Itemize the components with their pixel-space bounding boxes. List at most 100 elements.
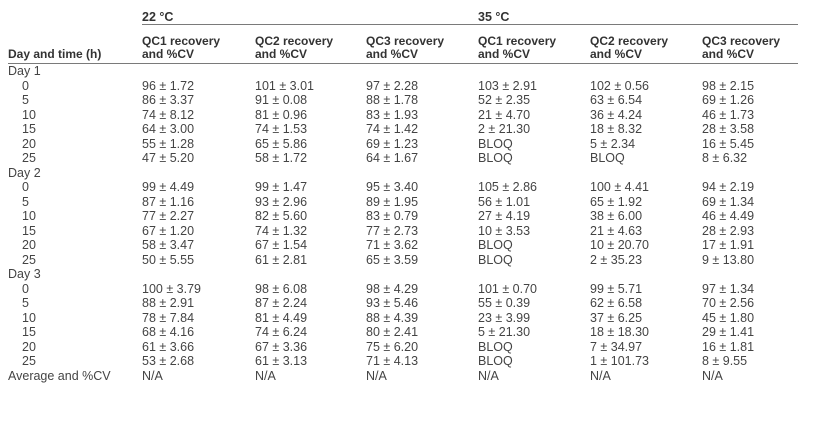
recovery-value-cell: 97 ± 1.34 xyxy=(702,281,755,296)
day-label: Day 3 xyxy=(8,267,41,281)
recovery-value-cell: 105 ± 2.86 xyxy=(478,180,537,194)
table-row: 10 78 ± 7.84 81 ± 4.49 88 ± 4.39 23 ± 3.99 37… xyxy=(8,311,798,326)
corner-cell xyxy=(8,4,142,25)
time-point-cell: 5 xyxy=(22,194,29,209)
recovery-value-cell: 101 ± 0.70 xyxy=(478,281,537,296)
day-group-row: Day 3 xyxy=(8,267,798,282)
recovery-value-cell: 2 ± 35.23 xyxy=(590,252,643,267)
average-value-cell: N/A xyxy=(366,368,387,383)
table-row: 10 77 ± 2.27 82 ± 5.60 83 ± 0.79 27 ± 4.19 38… xyxy=(8,209,798,224)
recovery-value-cell: 93 ± 5.46 xyxy=(366,296,419,310)
recovery-column-header: QC3 recovery and %CV xyxy=(702,24,798,64)
average-label: Average and %CV xyxy=(8,368,111,383)
recovery-value-cell: 47 ± 5.20 xyxy=(142,151,195,165)
recovery-value-cell: 87 ± 2.24 xyxy=(255,296,308,310)
recovery-value-cell: 93 ± 2.96 xyxy=(255,194,308,209)
table-row: 0 100 ± 3.79 98 ± 6.08 98 ± 4.29 101 ± 0.70 9… xyxy=(8,282,798,297)
time-point-cell: 15 xyxy=(22,223,36,238)
recovery-value-cell: 64 ± 3.00 xyxy=(142,122,195,136)
recovery-value-cell: 68 ± 4.16 xyxy=(142,325,195,339)
recovery-value-cell: 65 ± 3.59 xyxy=(366,252,419,267)
recovery-value-cell: 88 ± 4.39 xyxy=(366,310,419,325)
recovery-column-header: QC3 recovery and %CV xyxy=(366,24,478,64)
recovery-value-cell: 37 ± 6.25 xyxy=(590,310,643,325)
recovery-value-cell: BLOQ xyxy=(478,238,513,252)
recovery-value-cell: 99 ± 5.71 xyxy=(590,281,643,296)
recovery-value-cell: 45 ± 1.80 xyxy=(702,310,755,325)
recovery-value-cell: 64 ± 1.67 xyxy=(366,151,419,165)
recovery-value-cell: BLOQ xyxy=(478,354,513,368)
time-point-cell: 15 xyxy=(22,122,36,136)
recovery-value-cell: 67 ± 3.36 xyxy=(255,339,308,354)
recovery-value-cell: 74 ± 8.12 xyxy=(142,107,195,122)
table-row: 5 88 ± 2.91 87 ± 2.24 93 ± 5.46 55 ± 0.39 62 … xyxy=(8,296,798,311)
recovery-value-cell: 86 ± 3.37 xyxy=(142,93,195,107)
time-point-cell: 25 xyxy=(22,354,36,368)
recovery-value-cell: 98 ± 2.15 xyxy=(702,78,755,93)
recovery-value-cell: 89 ± 1.95 xyxy=(366,194,419,209)
recovery-value-cell: 101 ± 3.01 xyxy=(255,78,314,93)
recovery-value-cell: 56 ± 1.01 xyxy=(478,194,531,209)
time-point-cell: 10 xyxy=(22,107,36,122)
column-header-row: Day and time (h) QC1 recovery and %CV QC2 … xyxy=(8,24,798,64)
table-row: 15 68 ± 4.16 74 ± 6.24 80 ± 2.41 5 ± 21.30 18… xyxy=(8,325,798,340)
average-value-cell: N/A xyxy=(590,368,611,383)
recovery-value-cell: 99 ± 1.47 xyxy=(255,180,308,194)
recovery-value-cell: 96 ± 1.72 xyxy=(142,78,195,93)
recovery-value-cell: 61 ± 3.13 xyxy=(255,354,308,368)
recovery-value-cell: 98 ± 4.29 xyxy=(366,281,419,296)
recovery-value-cell: 103 ± 2.91 xyxy=(478,78,537,93)
table-row: 25 47 ± 5.20 58 ± 1.72 64 ± 1.67 BLOQ BLOQ 8 ±… xyxy=(8,151,798,166)
table-body: Day 1 0 96 ± 1.72 101 ± 3.01 97 ± 2.28 103 ± … xyxy=(8,64,798,384)
time-point-cell: 25 xyxy=(22,252,36,267)
recovery-value-cell: 10 ± 20.70 xyxy=(590,238,649,252)
table-row: 5 87 ± 1.16 93 ± 2.96 89 ± 1.95 56 ± 1.01 65 … xyxy=(8,195,798,210)
recovery-value-cell: BLOQ xyxy=(478,339,513,354)
average-value-cell: N/A xyxy=(478,368,499,383)
recovery-value-cell: 69 ± 1.26 xyxy=(702,93,755,107)
time-point-cell: 25 xyxy=(22,151,36,165)
recovery-value-cell: 83 ± 0.79 xyxy=(366,209,419,223)
recovery-value-cell: 81 ± 4.49 xyxy=(255,310,308,325)
recovery-value-cell: 99 ± 4.49 xyxy=(142,180,195,194)
recovery-value-cell: 67 ± 1.20 xyxy=(142,223,195,238)
recovery-value-cell: 88 ± 1.78 xyxy=(366,93,419,107)
recovery-value-cell: 28 ± 3.58 xyxy=(702,122,755,136)
recovery-value-cell: BLOQ xyxy=(590,151,625,165)
recovery-value-cell: 2 ± 21.30 xyxy=(478,122,531,136)
recovery-value-cell: 100 ± 4.41 xyxy=(590,180,649,194)
recovery-value-cell: 29 ± 1.41 xyxy=(702,325,755,339)
recovery-value-cell: 46 ± 1.73 xyxy=(702,107,755,122)
recovery-value-cell: 91 ± 0.08 xyxy=(255,93,308,107)
recovery-value-cell: 77 ± 2.27 xyxy=(142,209,195,223)
table-row: 20 55 ± 1.28 65 ± 5.86 69 ± 1.23 BLOQ 5 ± 2.3… xyxy=(8,137,798,152)
recovery-value-cell: 63 ± 6.54 xyxy=(590,93,643,107)
table-row: 10 74 ± 8.12 81 ± 0.96 83 ± 1.93 21 ± 4.70 36… xyxy=(8,108,798,123)
recovery-column-header: QC1 recovery and %CV xyxy=(142,24,255,64)
recovery-value-cell: 74 ± 1.42 xyxy=(366,122,419,136)
time-point-cell: 10 xyxy=(22,310,36,325)
recovery-value-cell: 67 ± 1.54 xyxy=(255,238,308,252)
day-label: Day 1 xyxy=(8,64,41,78)
table-row: 15 67 ± 1.20 74 ± 1.32 77 ± 2.73 10 ± 3.53 21… xyxy=(8,224,798,239)
day-label: Day 2 xyxy=(8,165,41,180)
table-row: 5 86 ± 3.37 91 ± 0.08 88 ± 1.78 52 ± 2.35 63 … xyxy=(8,93,798,108)
temperature-35c-header: 35 °C xyxy=(478,4,798,25)
table-row: 20 58 ± 3.47 67 ± 1.54 71 ± 3.62 BLOQ 10 ± 20… xyxy=(8,238,798,253)
recovery-value-cell: 78 ± 7.84 xyxy=(142,310,195,325)
recovery-value-cell: 18 ± 18.30 xyxy=(590,325,649,339)
temperature-22c-header: 22 °C xyxy=(142,4,478,25)
recovery-column-header: QC2 recovery and %CV xyxy=(590,24,702,64)
table-row: 25 53 ± 2.68 61 ± 3.13 71 ± 4.13 BLOQ 1 ± 101… xyxy=(8,354,798,369)
recovery-value-cell: 55 ± 0.39 xyxy=(478,296,531,310)
day-time-column-header: Day and time (h) xyxy=(8,24,142,64)
recovery-value-cell: 94 ± 2.19 xyxy=(702,180,755,194)
recovery-value-cell: 74 ± 1.32 xyxy=(255,223,308,238)
recovery-value-cell: 100 ± 3.79 xyxy=(142,281,201,296)
recovery-value-cell: 71 ± 4.13 xyxy=(366,354,419,368)
average-value-cell: N/A xyxy=(702,368,723,383)
recovery-value-cell: BLOQ xyxy=(478,136,513,151)
recovery-value-cell: 74 ± 1.53 xyxy=(255,122,308,136)
table-row: 0 99 ± 4.49 99 ± 1.47 95 ± 3.40 105 ± 2.86 10… xyxy=(8,180,798,195)
